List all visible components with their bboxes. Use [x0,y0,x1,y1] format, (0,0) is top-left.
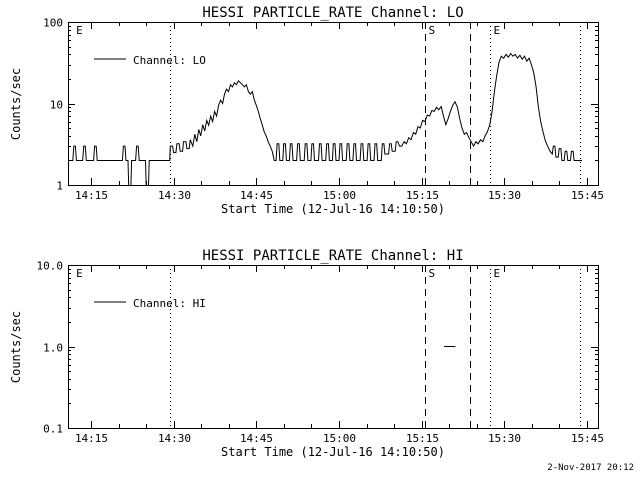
marker-label-e: E [76,24,83,37]
x-tick-label: 15:15 [406,432,439,445]
x-tick-label: 15:30 [488,432,521,445]
x-tick-label: 14:15 [75,432,108,445]
chart-hi-y-axis-label: Counts/sec [9,310,23,384]
vline-label-e: E [494,267,501,280]
y-tick-label: 1 [56,180,63,193]
plot-frame [68,22,599,186]
marker-label-e: E [76,267,83,280]
x-tick-label: 14:30 [158,432,191,445]
y-tick-label: 10 [50,99,63,112]
x-tick-label: 15:00 [323,189,356,202]
x-tick-label: 15:30 [488,189,521,202]
series-line [69,52,582,185]
chart-hi-title: HESSI PARTICLE_RATE Channel: HI [202,248,464,264]
chart-lo-title: HESSI PARTICLE_RATE Channel: LO [202,5,464,21]
plot-frame [68,265,599,429]
render-timestamp: 2-Nov-2017 20:12 [547,463,634,473]
chart-lo-y-axis-label: Counts/sec [9,67,23,141]
x-tick-label: 15:45 [571,432,604,445]
x-tick-label: 14:30 [158,189,191,202]
chart-hi-legend-label: Channel: HI [133,297,206,310]
chart-lo-legend-label: Channel: LO [133,54,206,67]
x-tick-label: 14:45 [240,189,273,202]
x-tick-label: 15:15 [406,189,439,202]
chart-hi-x-axis-label: Start Time (12-Jul-16 14:10:50) [221,445,445,459]
x-tick-label: 15:00 [323,432,356,445]
y-tick-label: 0.1 [43,423,63,436]
vline-label-s: S [429,267,436,280]
x-tick-label: 14:45 [240,432,273,445]
vline-label-e: E [494,24,501,37]
x-tick-label: 15:45 [571,189,604,202]
chart-lo-x-axis-label: Start Time (12-Jul-16 14:10:50) [221,202,445,216]
x-tick-label: 14:15 [75,189,108,202]
y-tick-label: 100 [43,17,63,30]
y-tick-label: 1.0 [43,342,63,355]
vline-label-s: S [429,24,436,37]
y-tick-label: 10.0 [37,260,64,273]
